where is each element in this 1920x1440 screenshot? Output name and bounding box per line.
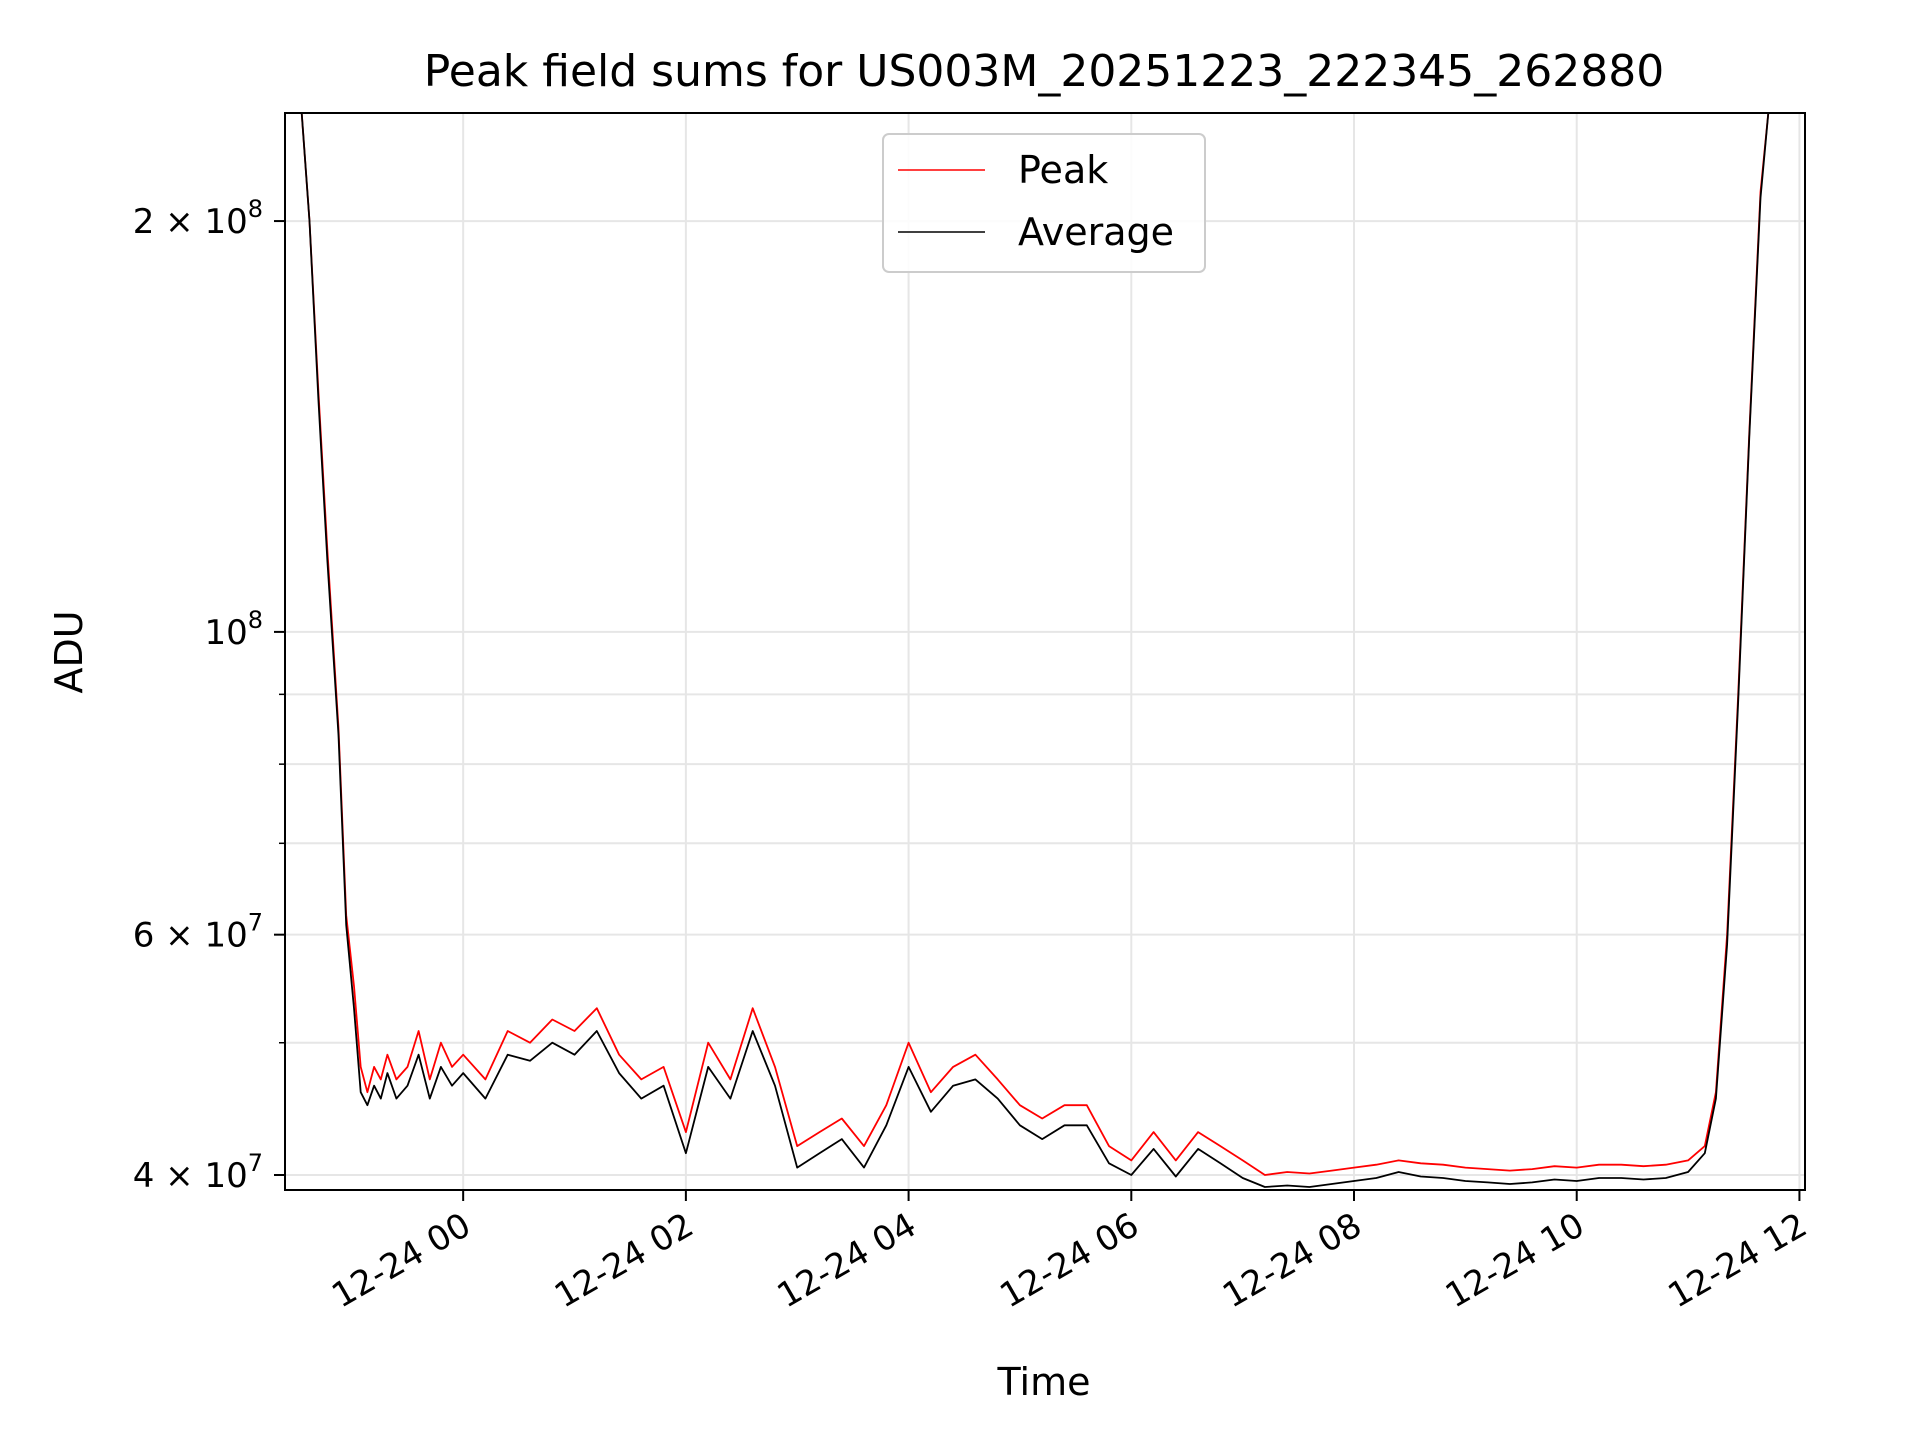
legend: Peak Average — [882, 133, 1206, 273]
plot-lines — [285, 113, 1778, 1188]
chart-title: Peak field sums for US003M_20251223_2223… — [424, 46, 1664, 97]
y-tick-label: 2 × 108 — [133, 195, 263, 242]
legend-label-average: Average — [1018, 210, 1174, 254]
legend-box — [882, 133, 1206, 273]
y-axis-ticks: 4 × 107 6 × 107 108 2 × 108 — [133, 195, 285, 1196]
series-line-peak — [285, 113, 1778, 1176]
plot-frame — [284, 112, 1806, 1191]
y-axis-label: ADU — [47, 610, 91, 693]
y-tick-label: 6 × 107 — [133, 909, 263, 956]
x-axis-label: Time — [997, 1360, 1091, 1404]
legend-label-peak: Peak — [1018, 148, 1108, 192]
grid — [285, 113, 1805, 1190]
y-tick-label: 108 — [204, 606, 263, 653]
series-line-average — [285, 113, 1778, 1188]
y-tick-label: 4 × 107 — [133, 1149, 263, 1196]
